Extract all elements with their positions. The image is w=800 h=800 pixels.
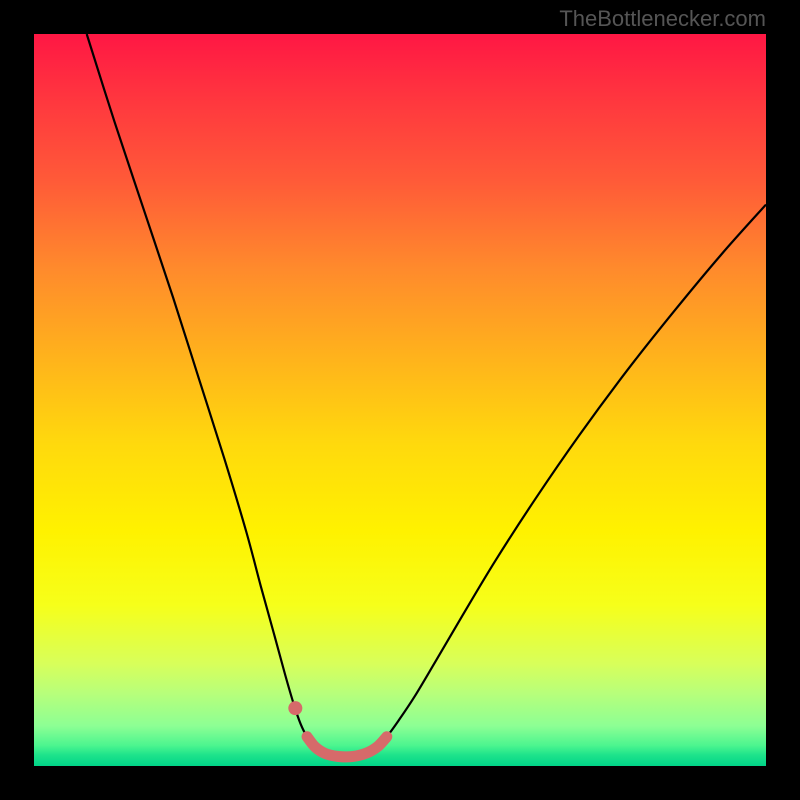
watermark-text: TheBottlenecker.com: [559, 6, 766, 32]
chart-frame: TheBottlenecker.com: [0, 0, 800, 800]
bottleneck-plot: [0, 0, 800, 800]
highlight-lead-marker: [288, 701, 302, 715]
